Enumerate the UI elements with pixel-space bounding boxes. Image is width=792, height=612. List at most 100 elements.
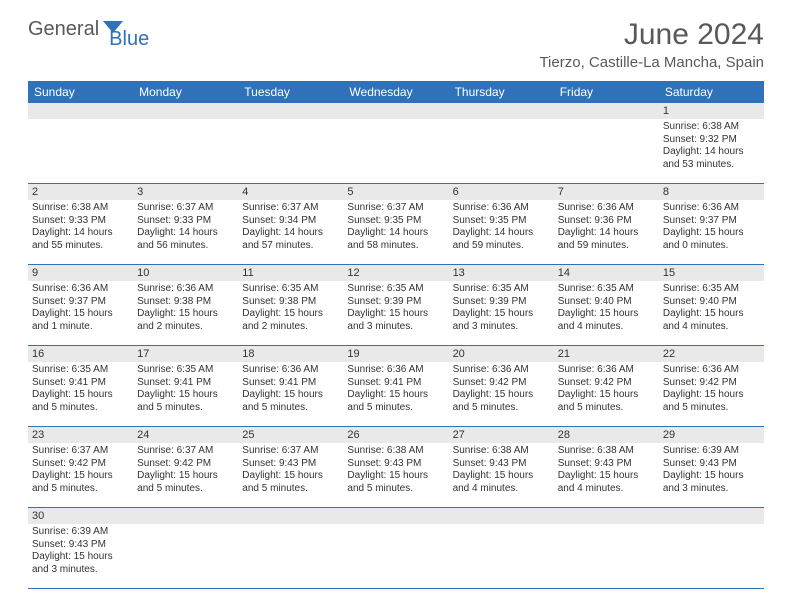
daylight-text: Daylight: 15 hours and 1 minute. [32,308,129,333]
sunrise-text: Sunrise: 6:38 AM [558,445,655,458]
sunrise-text: Sunrise: 6:38 AM [347,445,444,458]
sunrise-text: Sunrise: 6:36 AM [558,364,655,377]
day-number [133,508,238,524]
day-cell [449,524,554,588]
sunset-text: Sunset: 9:35 PM [347,215,444,228]
daylight-text: Daylight: 15 hours and 5 minutes. [242,470,339,495]
day-cell: Sunrise: 6:38 AMSunset: 9:33 PMDaylight:… [28,200,133,264]
sunset-text: Sunset: 9:39 PM [347,296,444,309]
day-cell: Sunrise: 6:38 AMSunset: 9:43 PMDaylight:… [554,443,659,507]
daylight-text: Daylight: 15 hours and 2 minutes. [242,308,339,333]
day-cell: Sunrise: 6:36 AMSunset: 9:41 PMDaylight:… [343,362,448,426]
week-row: Sunrise: 6:38 AMSunset: 9:33 PMDaylight:… [28,200,764,265]
sunrise-text: Sunrise: 6:37 AM [137,445,234,458]
daynum-row: 16171819202122 [28,346,764,362]
day-number [343,508,448,524]
daylight-text: Daylight: 14 hours and 56 minutes. [137,227,234,252]
sunset-text: Sunset: 9:41 PM [242,377,339,390]
daylight-text: Daylight: 14 hours and 58 minutes. [347,227,444,252]
weekday-header-row: SundayMondayTuesdayWednesdayThursdayFrid… [28,81,764,103]
sunset-text: Sunset: 9:40 PM [663,296,760,309]
daylight-text: Daylight: 15 hours and 4 minutes. [453,470,550,495]
daynum-row: 2345678 [28,184,764,200]
weeks-container: 1Sunrise: 6:38 AMSunset: 9:32 PMDaylight… [28,103,764,589]
day-cell [554,119,659,183]
daylight-text: Daylight: 14 hours and 55 minutes. [32,227,129,252]
header: General Blue June 2024 Tierzo, Castille-… [0,0,792,75]
sunrise-text: Sunrise: 6:35 AM [242,283,339,296]
sunrise-text: Sunrise: 6:36 AM [453,364,550,377]
day-cell: Sunrise: 6:37 AMSunset: 9:42 PMDaylight:… [28,443,133,507]
sunset-text: Sunset: 9:41 PM [137,377,234,390]
weekday-header: Thursday [449,81,554,103]
daylight-text: Daylight: 14 hours and 57 minutes. [242,227,339,252]
sunset-text: Sunset: 9:43 PM [558,458,655,471]
day-cell [28,119,133,183]
sunset-text: Sunset: 9:43 PM [32,539,129,552]
daylight-text: Daylight: 14 hours and 59 minutes. [453,227,550,252]
day-number: 26 [343,427,448,443]
sunrise-text: Sunrise: 6:37 AM [242,445,339,458]
day-number [343,103,448,119]
daylight-text: Daylight: 15 hours and 4 minutes. [663,308,760,333]
daylight-text: Daylight: 15 hours and 4 minutes. [558,308,655,333]
day-number: 27 [449,427,554,443]
day-cell: Sunrise: 6:36 AMSunset: 9:37 PMDaylight:… [659,200,764,264]
day-cell: Sunrise: 6:39 AMSunset: 9:43 PMDaylight:… [28,524,133,588]
day-cell [133,524,238,588]
day-cell [343,119,448,183]
day-number [238,103,343,119]
day-number: 29 [659,427,764,443]
day-cell: Sunrise: 6:37 AMSunset: 9:35 PMDaylight:… [343,200,448,264]
day-cell: Sunrise: 6:35 AMSunset: 9:41 PMDaylight:… [133,362,238,426]
sunrise-text: Sunrise: 6:36 AM [32,283,129,296]
day-cell: Sunrise: 6:36 AMSunset: 9:41 PMDaylight:… [238,362,343,426]
sunset-text: Sunset: 9:35 PM [453,215,550,228]
sunrise-text: Sunrise: 6:39 AM [663,445,760,458]
daynum-row: 23242526272829 [28,427,764,443]
day-cell [238,119,343,183]
day-number [449,508,554,524]
sunset-text: Sunset: 9:38 PM [242,296,339,309]
daylight-text: Daylight: 15 hours and 5 minutes. [347,470,444,495]
weekday-header: Saturday [659,81,764,103]
location: Tierzo, Castille-La Mancha, Spain [539,54,764,71]
sunset-text: Sunset: 9:42 PM [32,458,129,471]
day-cell: Sunrise: 6:37 AMSunset: 9:43 PMDaylight:… [238,443,343,507]
daylight-text: Daylight: 15 hours and 3 minutes. [347,308,444,333]
day-number: 22 [659,346,764,362]
daylight-text: Daylight: 15 hours and 3 minutes. [32,551,129,576]
day-cell: Sunrise: 6:36 AMSunset: 9:42 PMDaylight:… [449,362,554,426]
daynum-row: 9101112131415 [28,265,764,281]
day-cell: Sunrise: 6:35 AMSunset: 9:39 PMDaylight:… [449,281,554,345]
day-cell: Sunrise: 6:36 AMSunset: 9:37 PMDaylight:… [28,281,133,345]
day-number: 16 [28,346,133,362]
sunrise-text: Sunrise: 6:37 AM [137,202,234,215]
sunrise-text: Sunrise: 6:35 AM [663,283,760,296]
weekday-header: Sunday [28,81,133,103]
daylight-text: Daylight: 14 hours and 59 minutes. [558,227,655,252]
sunset-text: Sunset: 9:38 PM [137,296,234,309]
week-row: Sunrise: 6:35 AMSunset: 9:41 PMDaylight:… [28,362,764,427]
sunrise-text: Sunrise: 6:35 AM [32,364,129,377]
day-number: 6 [449,184,554,200]
sunrise-text: Sunrise: 6:35 AM [558,283,655,296]
weekday-header: Tuesday [238,81,343,103]
day-cell: Sunrise: 6:36 AMSunset: 9:36 PMDaylight:… [554,200,659,264]
brand-part2: Blue [109,28,149,51]
day-cell: Sunrise: 6:35 AMSunset: 9:39 PMDaylight:… [343,281,448,345]
daylight-text: Daylight: 15 hours and 3 minutes. [453,308,550,333]
week-row: Sunrise: 6:39 AMSunset: 9:43 PMDaylight:… [28,524,764,589]
day-number: 12 [343,265,448,281]
daynum-row: 1 [28,103,764,119]
daylight-text: Daylight: 15 hours and 2 minutes. [137,308,234,333]
day-number [28,103,133,119]
title-block: June 2024 Tierzo, Castille-La Mancha, Sp… [539,18,764,71]
sunrise-text: Sunrise: 6:36 AM [242,364,339,377]
day-number [238,508,343,524]
day-number: 25 [238,427,343,443]
day-number: 18 [238,346,343,362]
sunset-text: Sunset: 9:34 PM [242,215,339,228]
day-number: 17 [133,346,238,362]
sunset-text: Sunset: 9:42 PM [137,458,234,471]
